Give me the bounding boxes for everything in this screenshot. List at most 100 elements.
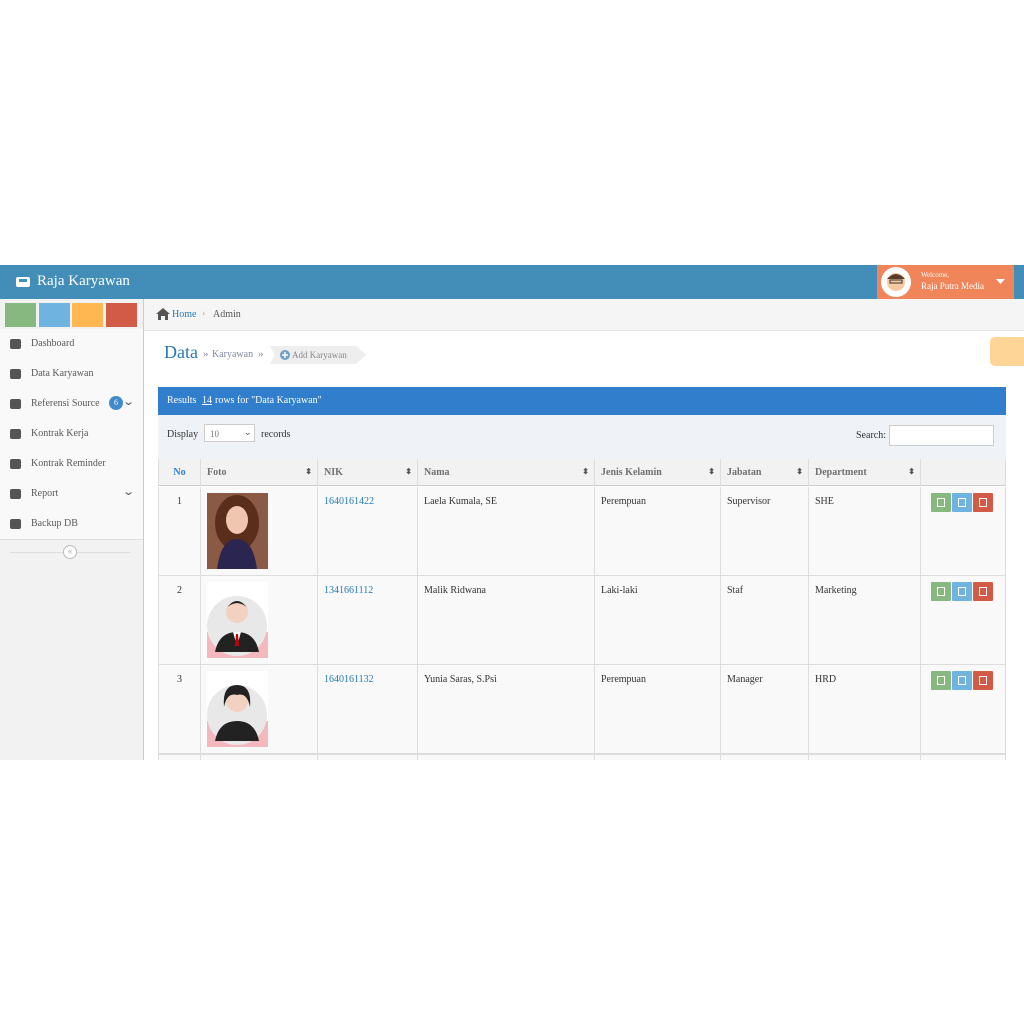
menu-icon <box>10 429 21 439</box>
menu-label: Dashboard <box>31 338 75 349</box>
table-cell: Marketing <box>809 576 921 665</box>
shortcut-button[interactable] <box>72 303 103 327</box>
sort-icon: ⬍ <box>708 467 715 476</box>
menu-badge: 6 <box>109 396 123 410</box>
table-cell: Yunia Saras, S.Psi <box>418 665 595 754</box>
menu-item[interactable]: Data Karyawan <box>0 359 143 390</box>
view-button[interactable] <box>931 493 951 512</box>
logo-icon <box>16 277 30 287</box>
menu-item[interactable]: Dashboard <box>0 329 143 360</box>
menu-item[interactable]: Kontrak Kerja <box>0 419 143 450</box>
caret: ⌄ <box>244 427 252 437</box>
table-cell <box>201 576 318 665</box>
table-header[interactable]: Foto ⬍ <box>201 459 318 486</box>
records-label: records <box>261 429 291 440</box>
table-cell: Laki-laki <box>595 576 721 665</box>
results-bar: Results 14 rows for "Data Karyawan" <box>158 387 1006 415</box>
brand[interactable]: Raja Karyawan <box>37 273 130 289</box>
cell-text: HRD <box>815 674 837 685</box>
menu-icon <box>10 339 21 349</box>
menu-label: Kontrak Reminder <box>31 458 106 469</box>
breadcrumb: Home › Admin <box>144 299 1024 331</box>
menu-item[interactable]: Backup DB <box>0 509 143 540</box>
page-size: 10 <box>210 429 219 439</box>
cell-text: 3 <box>177 674 182 685</box>
menu-label: Backup DB <box>31 518 78 529</box>
nik-link[interactable]: 1640161422 <box>324 496 374 507</box>
table-header[interactable]: Jenis Kelamin ⬍ <box>595 459 721 486</box>
add-button[interactable]: Add Karyawan <box>270 346 366 364</box>
collapse-button[interactable]: « <box>63 545 77 559</box>
cell-text: Supervisor <box>727 496 771 507</box>
shortcut-button[interactable] <box>5 303 36 327</box>
table-cell: Staf <box>721 576 809 665</box>
separator: › <box>202 308 206 319</box>
table-header[interactable]: Jabatan ⬍ <box>721 459 809 486</box>
table-cell: Perempuan <box>595 665 721 754</box>
menu-icon <box>10 369 21 379</box>
table-cell: Manager <box>721 665 809 754</box>
sort-icon: ⬍ <box>582 467 589 476</box>
delete-button[interactable] <box>973 582 993 601</box>
menu-icon <box>10 519 21 529</box>
cell-text: Laki-laki <box>601 585 638 596</box>
table-cell <box>921 754 1006 760</box>
edit-button[interactable] <box>952 671 972 690</box>
cell-text: Perempuan <box>601 496 646 507</box>
menu-icon <box>10 489 21 499</box>
sort-icon: ⬍ <box>405 467 412 476</box>
table-cell <box>201 487 318 576</box>
button-icon <box>937 587 945 596</box>
nik-link[interactable]: 1341661112 <box>324 585 374 596</box>
table-cell: Malik Ridwana <box>418 576 595 665</box>
settings-button[interactable] <box>990 337 1024 366</box>
employee-photo <box>207 671 268 747</box>
cell-text: Marketing <box>815 585 857 596</box>
table-cell: 1 <box>158 487 201 576</box>
page-size-select[interactable]: 10 ⌄ <box>204 424 255 442</box>
nik-link[interactable]: 1640161132 <box>324 674 374 685</box>
table-header[interactable]: Department ⬍ <box>809 459 921 486</box>
display-label: Display <box>167 429 199 440</box>
employee-photo <box>207 493 268 569</box>
table-cell <box>418 754 595 760</box>
table-cell: HRD <box>809 665 921 754</box>
table-cell <box>921 487 1006 576</box>
shortcut-button[interactable] <box>39 303 70 327</box>
view-button[interactable] <box>931 582 951 601</box>
button-icon <box>937 498 945 507</box>
edit-button[interactable] <box>952 493 972 512</box>
results-prefix: Results <box>167 395 197 406</box>
button-icon <box>937 676 945 685</box>
breadcrumb-current: Admin <box>213 309 241 320</box>
table-cell: 2 <box>158 576 201 665</box>
table-cell <box>921 576 1006 665</box>
menu-item[interactable]: Report ⌄ <box>0 479 143 510</box>
home-icon <box>156 308 170 320</box>
edit-button[interactable] <box>952 582 972 601</box>
button-icon <box>958 498 966 507</box>
cell-text: Perempuan <box>601 674 646 685</box>
plus-icon <box>280 350 290 360</box>
user-menu[interactable]: Welcome, Raja Putra Media <box>877 265 1014 299</box>
search-input[interactable] <box>889 425 994 446</box>
breadcrumb-link[interactable]: Home <box>172 309 197 320</box>
table-header[interactable]: NIK ⬍ <box>318 459 418 486</box>
delete-button[interactable] <box>973 671 993 690</box>
search-label: Search: <box>856 430 886 441</box>
user-name: Raja Putra Media <box>921 281 984 291</box>
table-cell: Laela Kumala, SE <box>418 487 595 576</box>
cell-text: 1 <box>177 496 182 507</box>
menu-label: Report <box>31 488 59 499</box>
table-cell <box>318 754 418 760</box>
chevron: ⌄ <box>122 396 136 408</box>
shortcut-button[interactable] <box>106 303 137 327</box>
add-button-label: Add Karyawan <box>292 350 347 360</box>
menu-item[interactable]: Referensi Source 6 ⌄ <box>0 389 143 420</box>
table-header[interactable]: Nama ⬍ <box>418 459 595 486</box>
menu-item[interactable]: Kontrak Reminder <box>0 449 143 480</box>
sort-icon: ⬍ <box>305 467 312 476</box>
view-button[interactable] <box>931 671 951 690</box>
delete-button[interactable] <box>973 493 993 512</box>
